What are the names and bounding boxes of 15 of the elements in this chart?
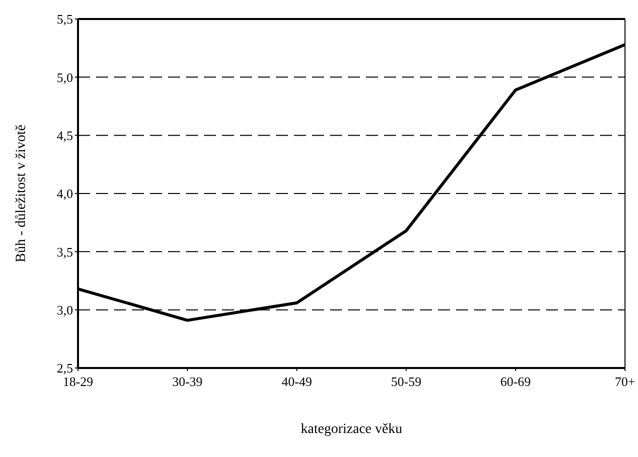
x-tick-label: 40-49: [282, 374, 312, 390]
y-tick-label: 5,0: [56, 70, 73, 85]
x-tick-label: 50-59: [391, 374, 422, 390]
y-tick-label: 3,5: [56, 244, 73, 260]
x-tick-label: 18-29: [62, 374, 94, 390]
x-tick-label: 30-39: [172, 374, 203, 390]
y-tick-label: 5,5: [56, 12, 73, 27]
y-tick-label: 4,0: [56, 186, 73, 202]
x-tick-label: 70+: [614, 374, 636, 390]
x-axis-title: kategorizace věku: [300, 422, 402, 437]
y-tick-label: 2,5: [56, 360, 73, 376]
y-axis-title: Bůh - důležitost v životě: [14, 124, 29, 262]
y-tick-label: 3,0: [56, 302, 73, 318]
y-tick-label: 4,5: [56, 128, 73, 143]
x-tick-label: 60-69: [500, 374, 531, 390]
